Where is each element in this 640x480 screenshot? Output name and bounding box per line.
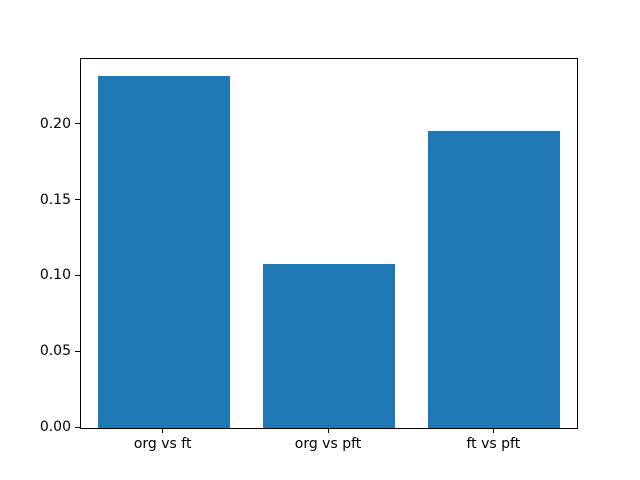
x-tick-label: org vs ft: [133, 436, 192, 453]
bar-ft-vs-pft: [428, 130, 561, 429]
y-tick-mark: [75, 350, 80, 352]
plot-area: [80, 57, 578, 430]
y-tick-mark: [75, 426, 80, 428]
x-tick-mark: [492, 428, 494, 434]
y-tick-label: 0.15: [39, 191, 71, 208]
bar-org-vs-pft: [262, 264, 396, 429]
y-tick-mark: [75, 274, 80, 276]
y-tick-mark: [75, 199, 80, 201]
y-tick-label: 0.05: [39, 343, 71, 360]
x-tick-mark: [162, 428, 164, 434]
x-tick-mark: [327, 428, 329, 434]
bar-org-vs-ft: [97, 76, 230, 429]
y-tick-label: 0.20: [39, 115, 71, 132]
y-tick-label: 0.00: [39, 419, 71, 436]
x-tick-label: ft vs pft: [466, 436, 521, 453]
y-tick-label: 0.10: [39, 267, 71, 284]
x-tick-label: org vs pft: [294, 436, 362, 453]
y-tick-mark: [75, 123, 80, 125]
